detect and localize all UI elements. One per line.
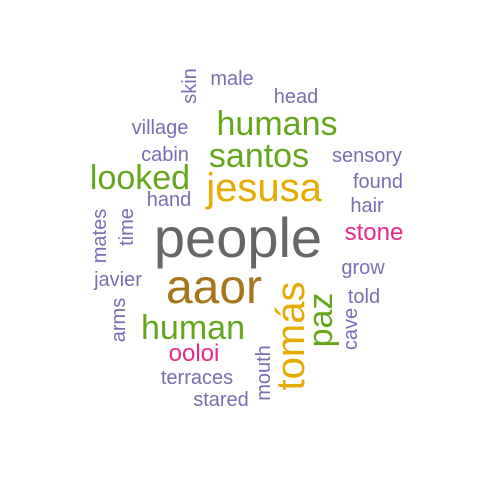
word-ooloi: ooloi xyxy=(168,340,220,367)
word-stone: stone xyxy=(344,219,404,246)
word-aaor: aaor xyxy=(165,261,263,314)
word-skin: skin xyxy=(179,68,201,104)
word-javier: javier xyxy=(94,269,142,291)
word-santos: santos xyxy=(208,137,310,175)
word-mates: mates xyxy=(89,208,111,264)
word-hair: hair xyxy=(350,195,384,217)
word-paz: paz xyxy=(302,292,340,348)
word-mouth: mouth xyxy=(253,345,275,401)
word-looked: looked xyxy=(89,159,191,197)
word-head: head xyxy=(273,86,319,108)
word-arms: arms xyxy=(108,297,130,343)
word-cabin: cabin xyxy=(141,144,189,166)
word-human: human xyxy=(141,309,245,347)
word-humans: humans xyxy=(216,105,338,143)
word-told: told xyxy=(347,286,381,308)
word-male: male xyxy=(210,68,254,90)
word-stared: stared xyxy=(193,389,249,411)
word-terraces: terraces xyxy=(160,367,234,389)
word-village: village xyxy=(131,117,189,139)
word-found: found xyxy=(352,171,404,193)
word-jesusa: jesusa xyxy=(206,166,322,210)
word-sensory: sensory xyxy=(331,145,403,167)
word-grow: grow xyxy=(341,257,385,279)
word-people: people xyxy=(153,206,323,269)
word-cave: cave xyxy=(340,307,362,351)
word-hand: hand xyxy=(146,189,192,211)
word-time: time xyxy=(116,208,138,246)
